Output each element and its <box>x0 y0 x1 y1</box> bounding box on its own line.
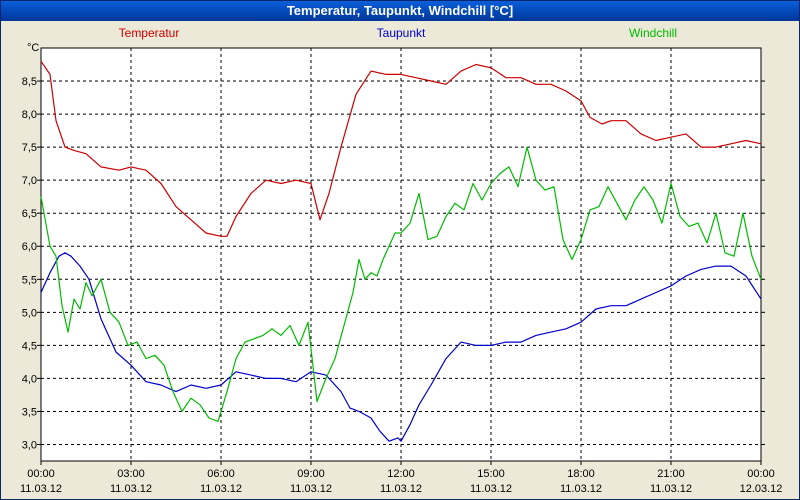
y-tick-label: 8,0 <box>22 109 37 121</box>
y-axis-unit: °C <box>27 42 39 54</box>
x-tick-time: 15:00 <box>477 468 505 480</box>
x-tick-date: 11.03.12 <box>290 483 332 495</box>
legend-windchill: Windchill <box>629 26 677 40</box>
window-title: Temperatur, Taupunkt, Windchill [°C] <box>1 1 799 21</box>
x-tick-date: 11.03.12 <box>110 483 152 495</box>
legend-taupunkt: Taupunkt <box>377 26 426 40</box>
x-tick-date: 12.03.12 <box>740 483 783 495</box>
y-tick-label: 7,0 <box>22 175 37 187</box>
y-tick-label: 8,5 <box>22 76 37 88</box>
y-tick-label: 3,5 <box>22 406 37 418</box>
x-tick-time: 21:00 <box>657 468 685 480</box>
series-lines <box>40 60 762 442</box>
x-tick-date: 11.03.12 <box>470 483 512 495</box>
y-tick-label: 5,5 <box>22 274 37 286</box>
x-tick-date: 11.03.12 <box>560 483 602 495</box>
x-tick-time: 00:00 <box>747 468 775 480</box>
legend-temperatur: Temperatur <box>119 26 180 40</box>
x-tick-time: 06:00 <box>207 468 235 480</box>
y-tick-label: 4,5 <box>22 340 37 352</box>
y-tick-label: 3,0 <box>22 439 37 451</box>
series-line-taupunkt <box>40 252 762 442</box>
y-tick-label: 6,0 <box>22 241 37 253</box>
x-tick-time: 09:00 <box>297 468 325 480</box>
x-tick-date: 11.03.12 <box>200 483 242 495</box>
y-tick-label: 5,0 <box>22 307 37 319</box>
x-axis: 00:00 11.03.12 03:00 11.03.12 06:00 11.03.12 0… <box>20 468 782 495</box>
x-tick-time: 03:00 <box>117 468 145 480</box>
x-tick-time: 00:00 <box>27 468 55 480</box>
series-line-windchill <box>40 146 762 422</box>
y-tick-label: 6,5 <box>22 208 37 220</box>
x-tick-time: 12:00 <box>387 468 415 480</box>
series-line-temperatur <box>40 60 762 237</box>
x-tick-date: 11.03.12 <box>380 483 422 495</box>
y-tick-label: 4,0 <box>22 373 37 385</box>
x-tick-date: 11.03.12 <box>20 483 62 495</box>
grid <box>37 48 765 465</box>
line-chart: 3,0 3,5 4,0 4,5 5,0 5,5 6,0 6,5 7,0 7,5 8,0 8,5 00:… <box>20 26 782 495</box>
y-axis: 3,0 3,5 4,0 4,5 5,0 5,5 6,0 6,5 7,0 7,5 8,0 8,5 <box>22 76 37 451</box>
x-tick-time: 18:00 <box>567 468 595 480</box>
y-tick-label: 7,5 <box>22 142 37 154</box>
legend: Temperatur Taupunkt Windchill <box>119 26 677 40</box>
x-tick-date: 11.03.12 <box>650 483 692 495</box>
